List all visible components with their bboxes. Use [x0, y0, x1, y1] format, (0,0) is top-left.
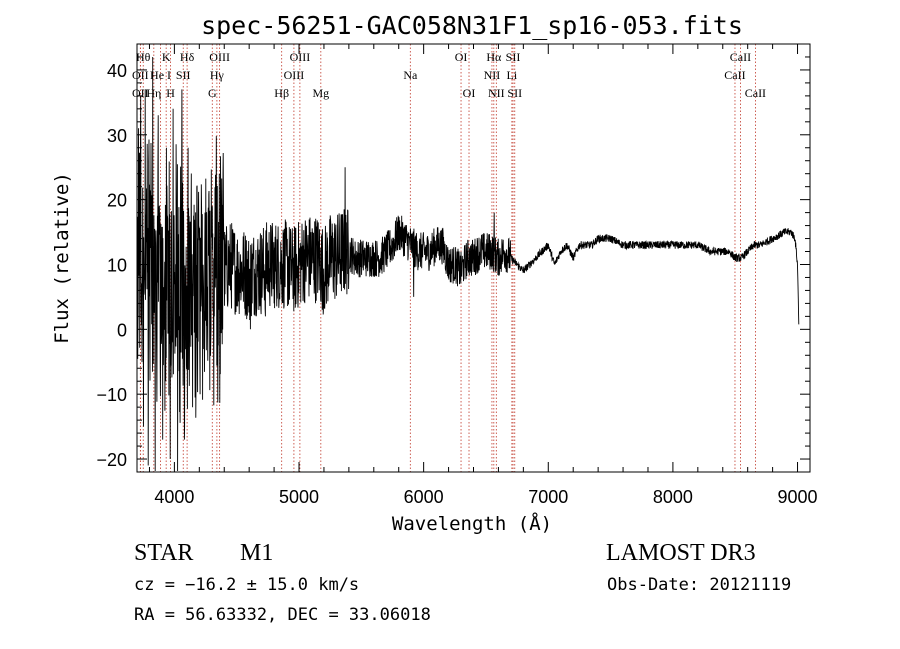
line-label-27: CaII [745, 86, 766, 100]
x-axis-label: Wavelength (Å) [392, 512, 552, 535]
line-label-3: He I [150, 68, 171, 82]
line-label-4: Hη [146, 86, 161, 100]
line-label-12: Hβ [274, 86, 289, 100]
line-label-20: NII [484, 68, 501, 82]
x-tick-label: 4000 [154, 487, 194, 507]
y-tick-label: −20 [96, 450, 127, 470]
observation-date: Obs-Date: 20121119 [607, 575, 791, 595]
line-label-5: K [162, 50, 171, 64]
line-label-10: Hγ [210, 68, 225, 82]
object-class: STAR [134, 540, 193, 566]
y-tick-label: 40 [107, 61, 127, 81]
line-label-23: Li [507, 68, 518, 82]
line-label-1: OII [132, 68, 149, 82]
y-tick-label: −10 [96, 385, 127, 405]
line-label-8: SII [176, 68, 191, 82]
line-label-22: SII [506, 50, 521, 64]
line-label-18: OI [463, 86, 476, 100]
x-tick-label: 6000 [404, 487, 444, 507]
line-label-11: G [208, 86, 217, 100]
line-label-0: Hθ [136, 50, 151, 64]
spectrum-series-line [136, 56, 800, 472]
redshift-velocity: cz = −16.2 ± 15.0 km/s [134, 575, 359, 595]
chart-title: spec-56251-GAC058N31F1_sp16-053.fits [201, 11, 743, 40]
line-label-7: Hδ [180, 50, 195, 64]
line-label-26: CaII [724, 68, 745, 82]
line-label-21: NII [488, 86, 505, 100]
object-subclass: M1 [240, 540, 273, 566]
line-label-6: H [166, 86, 175, 100]
x-tick-label: 5000 [279, 487, 319, 507]
line-label-15: Mg [312, 86, 329, 100]
line-label-25: CaII [730, 50, 751, 64]
y-tick-label: 0 [117, 320, 127, 340]
line-label-9: OIII [209, 50, 230, 64]
line-label-19: Hα [486, 50, 502, 64]
x-tick-label: 7000 [528, 487, 568, 507]
line-label-24: SII [507, 86, 522, 100]
line-label-14: OIII [284, 68, 305, 82]
x-tick-label: 9000 [778, 487, 818, 507]
line-label-17: OI [455, 50, 468, 64]
survey-name: LAMOST DR3 [606, 540, 756, 566]
y-axis-label: Flux (relative) [51, 172, 73, 344]
y-tick-labels: −20 −10 0 10 20 30 40 [96, 61, 127, 470]
line-label-16: Na [403, 68, 418, 82]
y-tick-label: 20 [107, 191, 127, 211]
x-tick-label: 8000 [653, 487, 693, 507]
axis-ticks [137, 44, 810, 472]
coordinates: RA = 56.63332, DEC = 33.06018 [134, 605, 431, 625]
y-tick-label: 10 [107, 255, 127, 275]
line-label-13: OIII [290, 50, 311, 64]
y-tick-label: 30 [107, 126, 127, 146]
line-label-2: OII [132, 86, 149, 100]
x-tick-labels: 4000 5000 6000 7000 8000 9000 [154, 487, 817, 507]
